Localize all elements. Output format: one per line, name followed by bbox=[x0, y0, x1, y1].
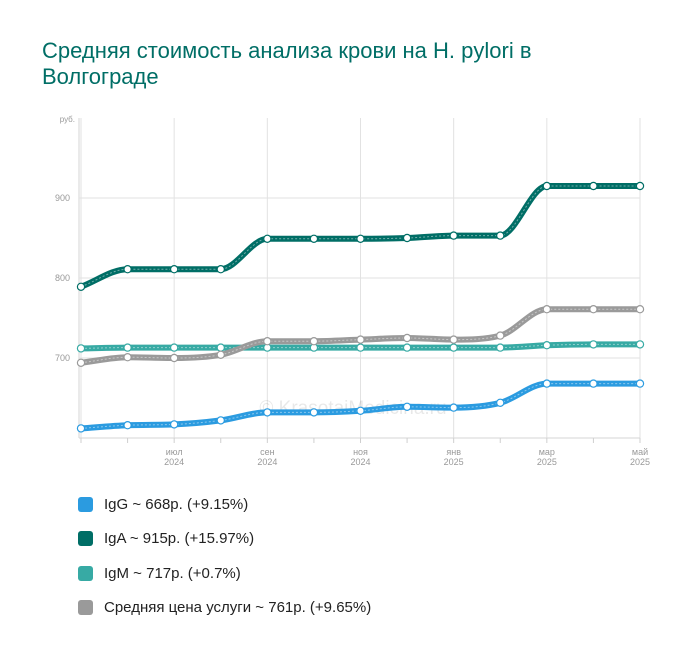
data-point bbox=[402, 343, 412, 352]
data-point bbox=[123, 343, 132, 352]
data-point bbox=[449, 343, 458, 352]
chart-title: Средняя стоимость анализа крови на H. py… bbox=[42, 38, 532, 89]
data-point bbox=[542, 341, 552, 350]
data-point bbox=[76, 358, 86, 367]
series-iga bbox=[76, 181, 645, 291]
data-point bbox=[589, 305, 598, 314]
legend-swatch bbox=[78, 531, 93, 547]
y-tick-label: 700 bbox=[55, 353, 70, 363]
legend-item[interactable]: IgM ~ 717р. (+0.7%) bbox=[78, 556, 638, 591]
data-point bbox=[635, 379, 645, 388]
data-point bbox=[496, 231, 505, 240]
data-point bbox=[356, 335, 365, 344]
data-point bbox=[496, 398, 505, 407]
data-point bbox=[263, 234, 272, 243]
data-point bbox=[356, 343, 365, 352]
data-point bbox=[356, 234, 365, 243]
chart-legend: IgG ~ 668р. (+9.15%) IgA ~ 915р. (+15.97%… bbox=[78, 487, 638, 625]
data-point bbox=[309, 234, 319, 243]
data-point bbox=[496, 331, 505, 340]
data-point bbox=[542, 379, 552, 388]
data-point bbox=[216, 416, 225, 425]
data-point bbox=[169, 265, 179, 274]
data-point bbox=[635, 305, 645, 314]
data-point bbox=[123, 353, 132, 362]
data-point bbox=[449, 231, 458, 240]
data-point bbox=[402, 333, 412, 343]
data-point bbox=[449, 335, 458, 344]
data-point bbox=[263, 337, 272, 346]
data-point bbox=[356, 406, 365, 415]
data-point bbox=[169, 343, 179, 352]
x-tick-label: сен 2024 bbox=[257, 447, 277, 467]
series-средняя-цена-услуги bbox=[76, 305, 645, 367]
data-point bbox=[216, 350, 225, 359]
data-point bbox=[542, 305, 552, 314]
data-point bbox=[635, 340, 645, 349]
y-tick-label: 800 bbox=[55, 273, 70, 283]
data-point bbox=[589, 379, 598, 388]
legend-swatch bbox=[78, 565, 93, 581]
data-point bbox=[169, 353, 179, 363]
legend-label: IgA ~ 915р. (+15.97%) bbox=[104, 530, 255, 548]
y-tick-label: 900 bbox=[55, 193, 70, 203]
series-igg bbox=[76, 379, 645, 433]
data-point bbox=[169, 420, 179, 429]
data-point bbox=[76, 344, 86, 353]
x-tick-label: мар 2025 bbox=[537, 447, 557, 467]
x-tick-label: июл 2024 bbox=[164, 447, 184, 467]
data-point bbox=[496, 343, 505, 352]
legend-swatch bbox=[78, 600, 93, 616]
legend-item[interactable]: Средняя цена услуги ~ 761р. (+9.65%) bbox=[78, 591, 638, 626]
data-point bbox=[216, 265, 225, 274]
legend-item[interactable]: IgA ~ 915р. (+15.97%) bbox=[78, 522, 638, 557]
data-point bbox=[123, 265, 132, 274]
data-point bbox=[402, 402, 412, 411]
data-point bbox=[542, 181, 552, 191]
legend-item[interactable]: IgG ~ 668р. (+9.15%) bbox=[78, 487, 638, 522]
data-point bbox=[309, 408, 319, 417]
data-point bbox=[309, 337, 319, 346]
x-tick-label: май 2025 bbox=[630, 447, 650, 467]
legend-label: IgG ~ 668р. (+9.15%) bbox=[104, 495, 249, 513]
data-point bbox=[76, 282, 86, 291]
data-point bbox=[263, 408, 272, 417]
data-point bbox=[402, 233, 412, 243]
legend-swatch bbox=[78, 496, 93, 512]
legend-label: IgM ~ 717р. (+0.7%) bbox=[104, 564, 241, 582]
legend-label: Средняя цена услуги ~ 761р. (+9.65%) bbox=[104, 599, 372, 617]
x-tick-label: ноя 2024 bbox=[350, 447, 370, 467]
data-point bbox=[589, 181, 598, 191]
data-point bbox=[76, 424, 86, 433]
y-axis-label: руб. bbox=[60, 115, 75, 124]
data-point bbox=[589, 340, 598, 349]
data-point bbox=[216, 343, 225, 352]
data-point bbox=[123, 421, 132, 430]
data-point bbox=[449, 403, 458, 412]
data-point bbox=[635, 181, 645, 191]
x-tick-label: янв 2025 bbox=[444, 447, 464, 467]
